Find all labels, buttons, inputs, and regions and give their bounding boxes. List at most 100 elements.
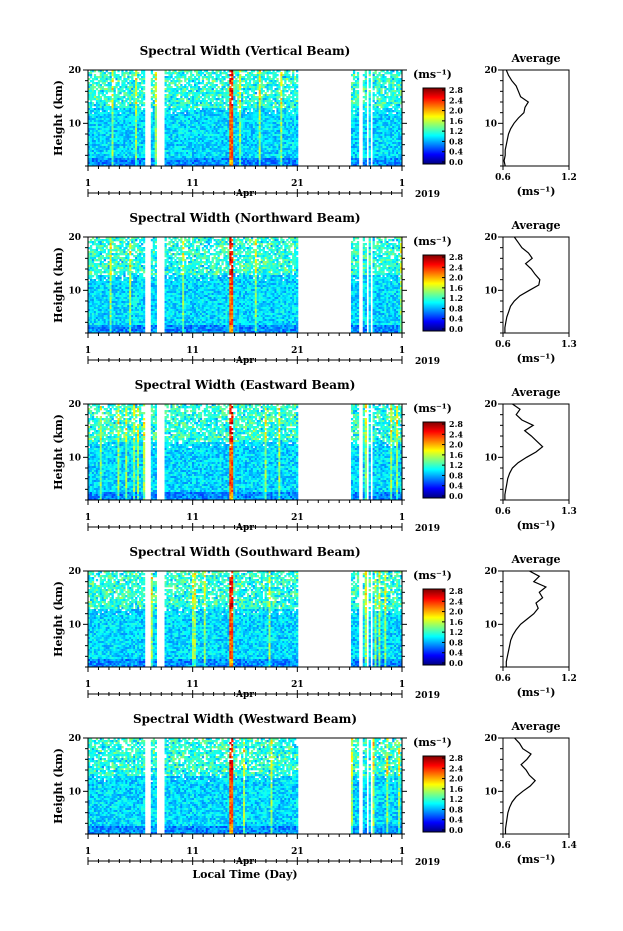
heatmap-cell bbox=[216, 72, 218, 74]
heatmap-cell bbox=[267, 90, 269, 92]
heatmap-cell bbox=[153, 122, 155, 124]
heatmap-cell bbox=[231, 76, 233, 78]
heatmap-cell bbox=[206, 140, 208, 142]
heatmap-cell bbox=[363, 104, 365, 106]
heatmap-cell bbox=[288, 102, 290, 104]
heatmap-cell bbox=[178, 122, 180, 124]
heatmap-cell bbox=[363, 128, 365, 130]
heatmap-cell bbox=[106, 120, 108, 122]
heatmap-cell bbox=[365, 154, 367, 156]
heatmap-cell bbox=[223, 112, 225, 114]
heatmap-cell bbox=[94, 134, 96, 136]
heatmap-cell bbox=[386, 118, 388, 120]
heatmap-cell bbox=[221, 90, 223, 92]
heatmap-cell bbox=[235, 144, 237, 146]
heatmap-cell bbox=[108, 144, 110, 146]
heatmap-cell bbox=[127, 132, 129, 134]
heatmap-cell bbox=[221, 154, 223, 156]
heatmap-cell bbox=[194, 126, 196, 128]
heatmap-cell bbox=[121, 110, 123, 112]
heatmap-cell bbox=[178, 158, 180, 160]
heatmap-cell bbox=[231, 98, 233, 100]
heatmap-cell bbox=[382, 86, 384, 88]
heatmap-cell bbox=[96, 118, 98, 120]
heatmap-cell bbox=[231, 160, 233, 162]
heatmap-cell bbox=[110, 126, 112, 128]
heatmap-cell bbox=[231, 104, 233, 106]
heatmap-cell bbox=[210, 86, 212, 88]
heatmap-cell bbox=[92, 114, 94, 116]
heatmap-cell bbox=[198, 146, 200, 148]
heatmap-cell bbox=[104, 110, 106, 112]
heatmap-cell bbox=[204, 110, 206, 112]
heatmap-cell bbox=[121, 140, 123, 142]
heatmap-cell bbox=[198, 104, 200, 106]
heatmap-cell bbox=[261, 72, 263, 74]
heatmap-cell bbox=[233, 162, 235, 164]
heatmap-cell bbox=[261, 156, 263, 158]
heatmap-cell bbox=[139, 130, 141, 132]
heatmap-cell bbox=[274, 150, 276, 152]
heatmap-cell bbox=[90, 118, 92, 120]
heatmap-cell bbox=[123, 110, 125, 112]
heatmap-cell bbox=[239, 154, 241, 156]
heatmap-cell bbox=[98, 118, 100, 120]
heatmap-cell bbox=[200, 128, 202, 130]
heatmap-cell bbox=[274, 102, 276, 104]
heatmap-cell bbox=[227, 118, 229, 120]
heatmap-cell bbox=[210, 110, 212, 112]
heatmap-cell bbox=[271, 104, 273, 106]
heatmap-cell bbox=[235, 120, 237, 122]
heatmap-cell bbox=[229, 116, 231, 118]
heatmap-cell bbox=[174, 110, 176, 112]
heatmap-cell bbox=[167, 138, 169, 140]
heatmap-cell bbox=[176, 80, 178, 82]
heatmap-cell bbox=[188, 134, 190, 136]
heatmap-cell bbox=[90, 84, 92, 86]
heatmap-cell bbox=[153, 134, 155, 136]
heatmap-cell bbox=[141, 162, 143, 164]
heatmap-cell bbox=[170, 134, 172, 136]
heatmap-cell bbox=[280, 78, 282, 80]
heatmap-cell bbox=[188, 140, 190, 142]
heatmap-cell bbox=[123, 120, 125, 122]
heatmap-cell bbox=[188, 114, 190, 116]
heatmap-cell bbox=[233, 130, 235, 132]
heatmap-cell bbox=[94, 136, 96, 138]
heatmap-cell bbox=[272, 150, 274, 152]
heatmap-cell bbox=[235, 108, 237, 110]
heatmap-cell bbox=[133, 118, 135, 120]
heatmap-cell bbox=[123, 154, 125, 156]
heatmap-cell bbox=[269, 100, 271, 102]
heatmap-cell bbox=[263, 152, 265, 154]
heatmap-cell bbox=[125, 152, 127, 154]
heatmap-cell bbox=[125, 140, 127, 142]
heatmap-cell bbox=[225, 134, 227, 136]
heatmap-cell bbox=[223, 144, 225, 146]
heatmap-cell bbox=[274, 88, 276, 90]
heatmap-cell bbox=[218, 74, 220, 76]
heatmap-cell bbox=[114, 86, 116, 88]
heatmap-cell bbox=[353, 148, 355, 150]
heatmap-cell bbox=[137, 136, 139, 138]
heatmap-cell bbox=[167, 78, 169, 80]
heatmap-cell bbox=[221, 146, 223, 148]
heatmap-cell bbox=[265, 162, 267, 164]
heatmap-cell bbox=[355, 90, 357, 92]
heatmap-cell bbox=[365, 106, 367, 108]
heatmap-cell bbox=[353, 86, 355, 88]
heatmap-cell bbox=[251, 112, 253, 114]
heatmap-cell bbox=[106, 148, 108, 150]
heatmap-cell bbox=[115, 108, 117, 110]
heatmap-cell bbox=[110, 138, 112, 140]
heatmap-cell bbox=[355, 114, 357, 116]
heatmap-cell bbox=[251, 140, 253, 142]
heatmap-cell bbox=[357, 106, 359, 108]
heatmap-cell bbox=[218, 138, 220, 140]
heatmap-cell bbox=[247, 162, 249, 164]
heatmap-cell bbox=[102, 146, 104, 148]
heatmap-cell bbox=[200, 118, 202, 120]
heatmap-cell bbox=[94, 90, 96, 92]
heatmap-cell bbox=[123, 80, 125, 82]
heatmap-cell bbox=[210, 160, 212, 162]
